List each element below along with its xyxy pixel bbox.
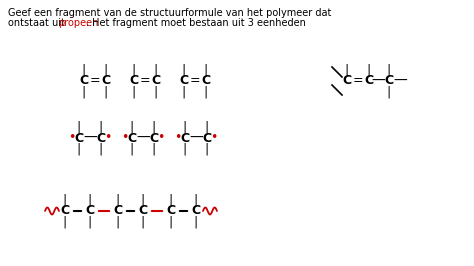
Text: |: | [152, 143, 156, 156]
Text: |: | [182, 85, 186, 98]
Text: |: | [183, 120, 187, 134]
Text: C: C [151, 74, 161, 88]
Text: |: | [116, 215, 120, 228]
Text: •: • [104, 131, 112, 144]
Text: —: — [371, 74, 385, 88]
Text: —: — [393, 74, 407, 88]
Text: C: C [138, 205, 147, 218]
Text: |: | [204, 85, 208, 98]
Text: |: | [194, 215, 198, 228]
Text: |: | [141, 193, 145, 206]
Text: C: C [85, 205, 94, 218]
Text: C: C [342, 74, 352, 88]
Text: —: — [83, 131, 97, 145]
Text: propeen: propeen [58, 18, 99, 28]
Text: =: = [190, 74, 201, 88]
Text: |: | [152, 120, 156, 134]
Text: |: | [205, 120, 209, 134]
Text: C: C [202, 131, 211, 144]
Text: |: | [387, 64, 391, 77]
Text: |: | [194, 193, 198, 206]
Text: C: C [180, 74, 189, 88]
Text: =: = [140, 74, 150, 88]
Text: |: | [132, 85, 136, 98]
Text: |: | [88, 215, 92, 228]
Text: C: C [128, 131, 137, 144]
Text: —: — [189, 131, 203, 145]
Text: |: | [367, 64, 371, 77]
Text: C: C [201, 74, 210, 88]
Text: |: | [387, 85, 391, 98]
Text: |: | [82, 85, 86, 98]
Text: |: | [130, 120, 134, 134]
Text: •: • [157, 131, 164, 144]
Text: |: | [205, 143, 209, 156]
Text: C: C [129, 74, 138, 88]
Text: C: C [61, 205, 70, 218]
Text: C: C [96, 131, 106, 144]
Text: |: | [88, 193, 92, 206]
Text: •: • [68, 131, 76, 144]
Text: |: | [154, 64, 158, 77]
Text: —: — [136, 131, 150, 145]
Text: |: | [63, 215, 67, 228]
Text: C: C [149, 131, 159, 144]
Text: ontstaat uit: ontstaat uit [8, 18, 68, 28]
Text: |: | [77, 120, 81, 134]
Text: C: C [101, 74, 110, 88]
Text: C: C [384, 74, 393, 88]
Text: |: | [132, 64, 136, 77]
Text: |: | [116, 193, 120, 206]
Text: . Het fragment moet bestaan uit 3 eenheden: . Het fragment moet bestaan uit 3 eenhed… [86, 18, 305, 28]
Text: |: | [141, 215, 145, 228]
Text: |: | [169, 193, 173, 206]
Text: |: | [63, 193, 67, 206]
Text: |: | [82, 64, 86, 77]
Text: C: C [365, 74, 374, 88]
Text: •: • [121, 131, 128, 144]
Text: |: | [104, 64, 108, 77]
Text: C: C [166, 205, 175, 218]
Text: |: | [154, 85, 158, 98]
Text: =: = [90, 74, 100, 88]
Text: C: C [191, 205, 201, 218]
Text: |: | [183, 143, 187, 156]
Text: Geef een fragment van de structuurformule van het polymeer dat: Geef een fragment van de structuurformul… [8, 8, 331, 18]
Text: •: • [210, 131, 218, 144]
Text: |: | [99, 143, 103, 156]
Text: •: • [174, 131, 182, 144]
Text: C: C [113, 205, 123, 218]
Text: C: C [74, 131, 83, 144]
Text: |: | [130, 143, 134, 156]
Text: |: | [169, 215, 173, 228]
Text: |: | [77, 143, 81, 156]
Text: |: | [182, 64, 186, 77]
Text: |: | [99, 120, 103, 134]
Text: C: C [80, 74, 89, 88]
Text: |: | [345, 64, 349, 77]
Text: |: | [104, 85, 108, 98]
Text: =: = [353, 74, 363, 88]
Text: C: C [181, 131, 190, 144]
Text: |: | [204, 64, 208, 77]
